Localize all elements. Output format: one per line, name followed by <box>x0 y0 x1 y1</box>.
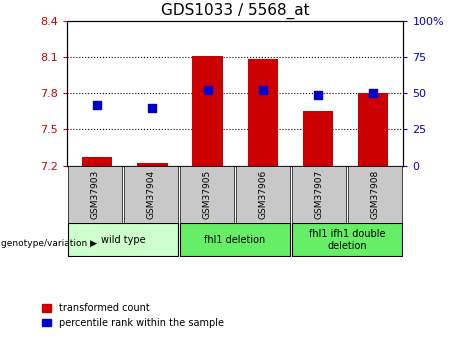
Text: GSM37906: GSM37906 <box>259 169 268 219</box>
Text: fhl1 ifh1 double
deletion: fhl1 ifh1 double deletion <box>309 229 385 250</box>
Text: GSM37904: GSM37904 <box>147 169 155 219</box>
Legend: transformed count, percentile rank within the sample: transformed count, percentile rank withi… <box>42 303 224 328</box>
Text: GSM37908: GSM37908 <box>371 169 380 219</box>
FancyBboxPatch shape <box>292 166 346 223</box>
Text: GSM37907: GSM37907 <box>315 169 324 219</box>
FancyBboxPatch shape <box>68 223 178 256</box>
FancyBboxPatch shape <box>68 166 122 223</box>
Bar <box>358 93 388 166</box>
FancyBboxPatch shape <box>180 166 234 223</box>
Point <box>94 102 101 108</box>
Text: wild type: wild type <box>100 235 145 245</box>
FancyBboxPatch shape <box>349 166 402 223</box>
Bar <box>302 111 333 166</box>
Point <box>259 88 266 93</box>
Point <box>369 90 377 96</box>
Bar <box>192 56 223 166</box>
Text: GSM37903: GSM37903 <box>90 169 100 219</box>
FancyBboxPatch shape <box>236 166 290 223</box>
Point <box>149 105 156 110</box>
FancyBboxPatch shape <box>124 166 178 223</box>
Text: GSM37905: GSM37905 <box>202 169 212 219</box>
Bar <box>248 59 278 166</box>
Title: GDS1033 / 5568_at: GDS1033 / 5568_at <box>161 3 309 19</box>
Text: genotype/variation ▶: genotype/variation ▶ <box>1 239 97 248</box>
FancyBboxPatch shape <box>180 223 290 256</box>
FancyBboxPatch shape <box>292 223 402 256</box>
Text: fhl1 deletion: fhl1 deletion <box>205 235 266 245</box>
Bar <box>82 157 112 166</box>
Point <box>204 88 211 93</box>
Bar <box>137 163 168 166</box>
Point <box>314 92 321 97</box>
